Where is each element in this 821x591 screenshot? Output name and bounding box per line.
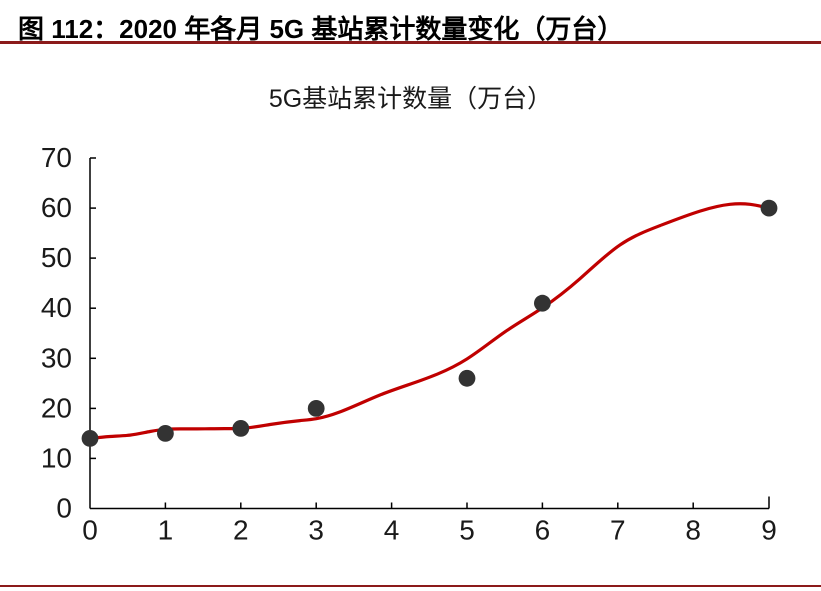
svg-text:2: 2	[233, 515, 249, 546]
svg-text:0: 0	[82, 515, 98, 546]
svg-text:3: 3	[308, 515, 324, 546]
svg-text:30: 30	[41, 342, 72, 373]
svg-text:70: 70	[41, 142, 72, 173]
svg-text:20: 20	[41, 392, 72, 423]
svg-text:8: 8	[685, 515, 701, 546]
svg-text:40: 40	[41, 292, 72, 323]
svg-text:50: 50	[41, 242, 72, 273]
svg-text:4: 4	[384, 515, 400, 546]
svg-text:6: 6	[535, 515, 551, 546]
svg-text:10: 10	[41, 442, 72, 473]
svg-text:0: 0	[56, 493, 72, 524]
svg-text:5: 5	[459, 515, 475, 546]
svg-text:7: 7	[610, 515, 626, 546]
svg-text:9: 9	[761, 515, 777, 546]
svg-text:1: 1	[158, 515, 174, 546]
svg-text:60: 60	[41, 192, 72, 223]
